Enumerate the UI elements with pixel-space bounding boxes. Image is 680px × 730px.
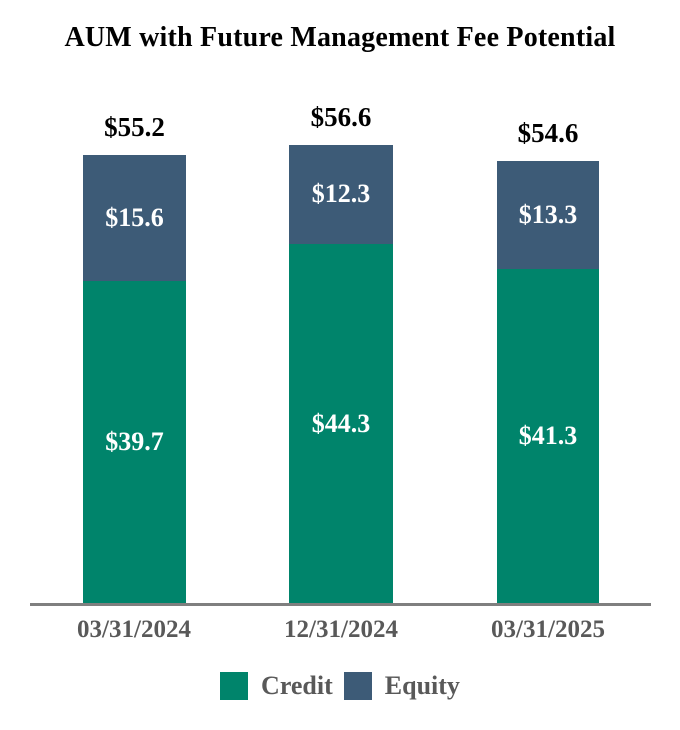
x-tick-label: 03/31/2025 bbox=[491, 616, 605, 643]
bar-segment-equity: $12.3 bbox=[289, 144, 393, 245]
bar-total-label: $56.6 bbox=[310, 101, 372, 132]
segment-value-label: $12.3 bbox=[311, 179, 371, 209]
bar-total-label: $54.6 bbox=[517, 117, 579, 148]
legend-label-equity: Equity bbox=[384, 671, 460, 700]
segment-value-label: $41.3 bbox=[518, 420, 578, 450]
bar-group-12-31-2024: $56.6 $12.3 $44.3 bbox=[289, 102, 393, 603]
segment-value-label: $15.6 bbox=[105, 203, 164, 233]
bar-segment-credit: $41.3 bbox=[497, 268, 599, 603]
legend-label-credit: Credit bbox=[261, 671, 333, 700]
bar-segment-credit: $39.7 bbox=[83, 281, 186, 603]
segment-value-label: $44.3 bbox=[311, 408, 371, 438]
bar-segment-equity: $13.3 bbox=[497, 160, 599, 269]
chart-title: AUM with Future Management Fee Potential bbox=[64, 22, 616, 53]
legend-swatch-equity bbox=[343, 672, 372, 700]
segment-value-label: $39.7 bbox=[105, 427, 164, 457]
bar-total-label: $55.2 bbox=[104, 112, 165, 143]
x-axis-line bbox=[30, 603, 651, 606]
bar-segment-credit: $44.3 bbox=[289, 244, 393, 603]
x-tick-label: 12/31/2024 bbox=[284, 616, 398, 643]
x-tick-label: 03/31/2024 bbox=[77, 616, 191, 643]
bar-segment-equity: $15.6 bbox=[83, 155, 186, 282]
legend: Credit Equity bbox=[0, 671, 680, 701]
segment-value-label: $13.3 bbox=[518, 199, 578, 229]
legend-swatch-credit bbox=[220, 672, 249, 700]
bar-group-03-31-2024: $55.2 $15.6 $39.7 bbox=[83, 112, 186, 603]
bar-group-03-31-2025: $54.6 $13.3 $41.3 bbox=[497, 118, 599, 603]
